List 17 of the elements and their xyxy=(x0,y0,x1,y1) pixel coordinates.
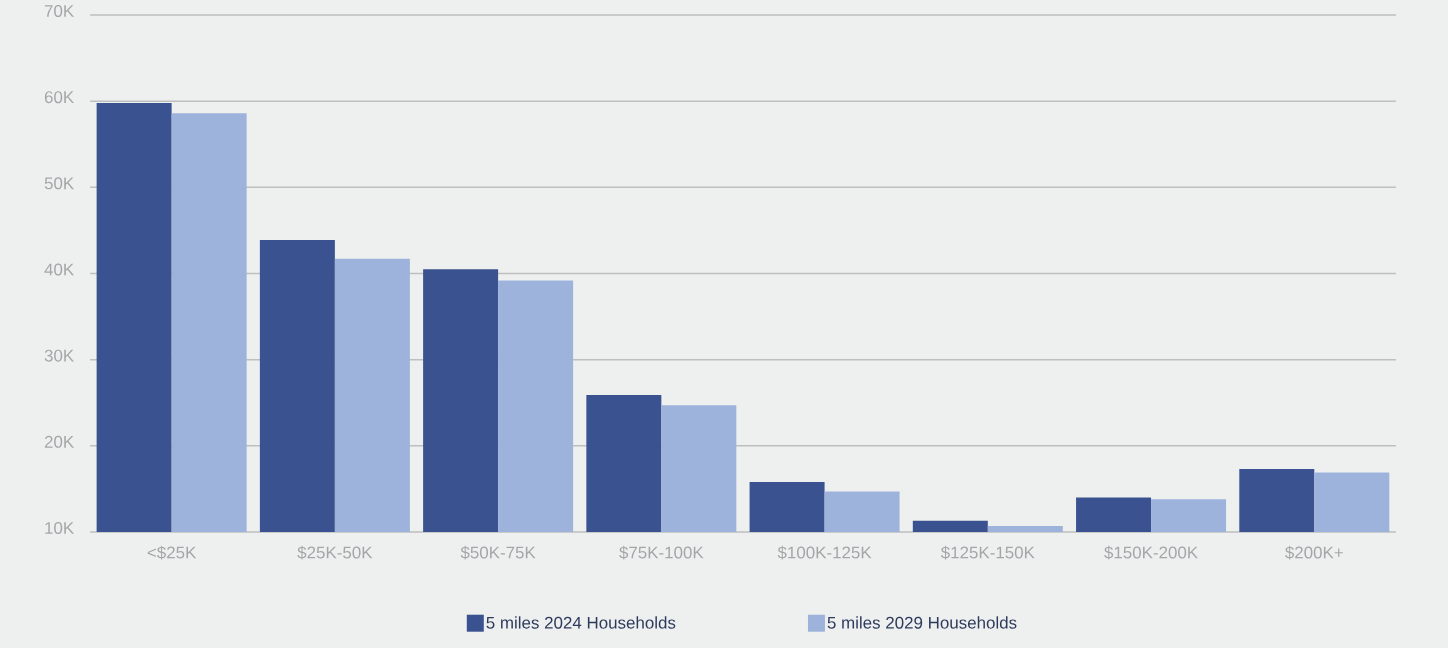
y-tick-label: 10K xyxy=(45,521,74,534)
legend-label: 5 miles 2029 Households xyxy=(827,616,1017,629)
y-tick-label: 60K xyxy=(44,91,74,104)
y-tick-label: 70K xyxy=(44,4,74,17)
y-tick-label: 20K xyxy=(44,435,74,448)
x-tick-label: <$25K xyxy=(147,545,197,560)
y-tick-label: 40K xyxy=(44,263,74,276)
x-tick-label: $75K-100K xyxy=(619,545,704,560)
y-tick-label: 50K xyxy=(44,177,74,190)
x-tick-label: $100K-125K xyxy=(777,545,872,560)
x-tick-label: $200K+ xyxy=(1285,545,1343,560)
x-tick-label: $150K-200K xyxy=(1104,545,1198,560)
x-tick-label: $125K-150K xyxy=(940,545,1035,560)
x-tick-label: $50K-75K xyxy=(460,545,536,560)
y-tick-label: 30K xyxy=(44,349,74,362)
legend-label: 5 miles 2024 Households xyxy=(486,616,676,629)
x-tick-label: $25K-50K xyxy=(297,545,373,560)
